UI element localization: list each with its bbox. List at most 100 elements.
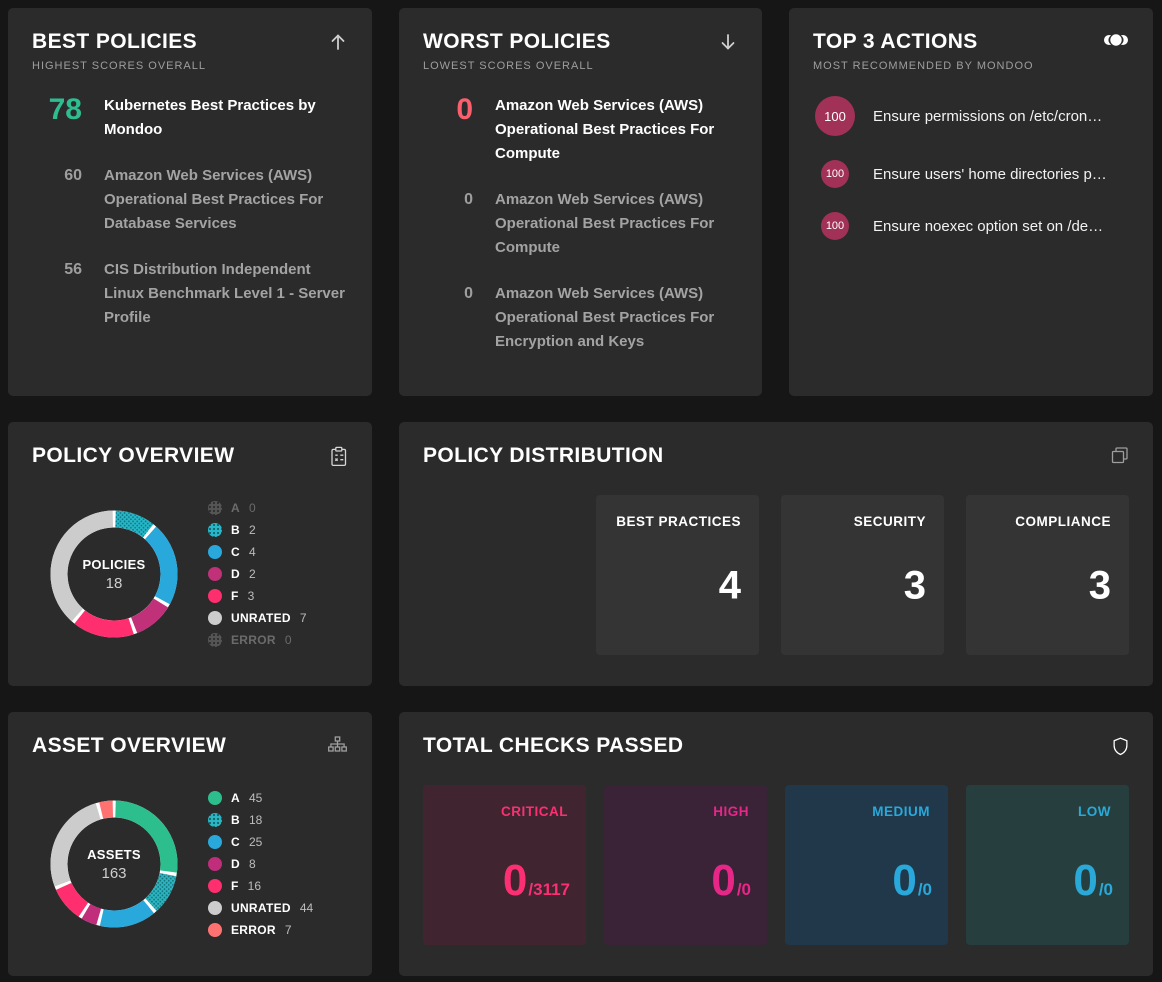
checks-tile-medium[interactable]: MEDIUM 0 /0 [785,785,948,946]
tile-label: MEDIUM [872,804,930,820]
asset-donut-center: ASSETS 163 [48,798,180,930]
legend-count: 2 [248,523,256,538]
legend-count: 18 [248,813,263,828]
legend-count: 45 [248,791,263,806]
distribution-tile-best-practices[interactable]: BEST PRACTICES 4 [596,495,759,656]
checks-total: /0 [736,880,751,900]
checks-tile-critical[interactable]: CRITICAL 0 /3117 [423,785,586,946]
legend-grade: B [231,523,240,538]
legend-grade: D [231,857,240,872]
asset-overview-header: ASSET OVERVIEW [32,734,348,757]
legend-item: A 45 [208,791,313,806]
checks-total: /0 [1098,880,1113,900]
legend-color-dot [208,567,222,582]
legend-count: 44 [299,901,314,916]
legend-count: 25 [248,835,263,850]
policy-score: 0 [456,93,473,127]
top-actions-subtitle: MOST RECOMMENDED BY MONDOO [813,60,1034,73]
action-name: Ensure permissions on /etc/cron… [873,107,1103,125]
policy-name: Amazon Web Services (AWS) Operational Be… [104,167,324,233]
legend-item: B 18 [208,813,313,828]
asset-overview-title: ASSET OVERVIEW [32,734,227,757]
tile-label: COMPLIANCE [1015,514,1111,530]
checks-passed: 0 [1073,856,1098,906]
policy-score: 56 [64,261,82,279]
policy-list-item[interactable]: 0 Amazon Web Services (AWS) Operational … [423,94,738,166]
tile-label: BEST PRACTICES [616,514,741,530]
legend-color-dot [208,879,222,894]
legend-color-dot [208,633,222,648]
legend-grade: B [231,813,240,828]
legend-grade: D [231,567,240,582]
tile-label: CRITICAL [501,804,568,820]
policy-clipboard-icon [329,446,348,467]
distribution-tile-compliance[interactable]: COMPLIANCE 3 [966,495,1129,656]
best-policies-title: BEST POLICIES [32,30,198,53]
asset-donut: ASSETS 163 [48,798,180,930]
checks-passed: 0 [502,856,528,906]
policy-list-item[interactable]: 0 Amazon Web Services (AWS) Operational … [423,188,738,260]
tile-value: 3 [903,563,926,608]
tile-value: 3 [1088,563,1111,608]
legend-color-dot [208,835,222,850]
policy-donut: POLICIES 18 [48,508,180,640]
policy-distribution-tiles: BEST PRACTICES 4 SECURITY 3 COMPLIANCE 3 [423,495,1129,656]
action-score-badge: 100 [821,212,849,241]
donut-center-label: POLICIES [82,556,146,572]
legend-count: 3 [247,589,255,604]
policy-list-item[interactable]: 56 CIS Distribution Independent Linux Be… [32,258,348,330]
legend-count: 16 [247,879,261,894]
legend-count: 7 [299,611,307,626]
copy-stack-icon [1110,446,1129,465]
tile-score: 0 /0 [711,859,751,903]
policy-list-item[interactable]: 0 Amazon Web Services (AWS) Operational … [423,282,738,354]
hierarchy-icon [327,736,348,753]
arrow-down-icon [718,32,738,52]
donut-center-label: ASSETS [87,846,141,862]
legend-color-dot [208,923,222,938]
tile-score: 0 /0 [1073,859,1113,903]
legend-grade: UNRATED [231,611,291,626]
action-name: Ensure users' home directories p… [873,165,1107,183]
policy-name: Amazon Web Services (AWS) Operational Be… [495,285,715,351]
legend-count: 2 [248,567,256,582]
tile-label: SECURITY [853,514,926,530]
checks-total: /3117 [528,880,570,900]
policy-name: Amazon Web Services (AWS) Operational Be… [495,191,715,257]
action-item[interactable]: 100 Ensure permissions on /etc/cron… [813,96,1129,137]
legend-item: ERROR 0 [208,633,307,648]
actions-icon [1103,32,1129,48]
legend-count: 8 [248,857,256,872]
policy-score: 78 [48,93,82,127]
legend-item: UNRATED 44 [208,901,314,916]
tile-score: 0 /3117 [503,859,570,903]
distribution-tile-security[interactable]: SECURITY 3 [781,495,944,656]
policy-name: Kubernetes Best Practices by Mondoo [104,97,316,139]
policy-list-item[interactable]: 60 Amazon Web Services (AWS) Operational… [32,164,348,236]
checks-passed: 0 [892,856,917,906]
checks-tile-high[interactable]: HIGH 0 /0 [604,785,767,946]
action-name: Ensure noexec option set on /de… [873,217,1104,235]
legend-item: UNRATED 7 [208,611,307,626]
donut-center-value: 18 [105,574,123,592]
worst-policies-header: WORST POLICIES LOWEST SCORES OVERALL [423,30,738,72]
worst-policies-card: WORST POLICIES LOWEST SCORES OVERALL 0 A… [399,8,762,396]
action-item[interactable]: 100 Ensure noexec option set on /de… [813,212,1129,241]
action-item[interactable]: 100 Ensure users' home directories p… [813,160,1129,189]
shield-icon [1112,736,1129,756]
policy-list-item[interactable]: 78 Kubernetes Best Practices by Mondoo [32,94,348,142]
total-checks-tiles: CRITICAL 0 /3117 HIGH 0 /0 MEDIUM 0 /0 [423,785,1129,946]
checks-tile-low[interactable]: LOW 0 /0 [966,785,1129,946]
checks-passed: 0 [711,856,736,906]
arrow-up-icon [328,32,348,52]
donut-center-value: 163 [101,864,127,882]
